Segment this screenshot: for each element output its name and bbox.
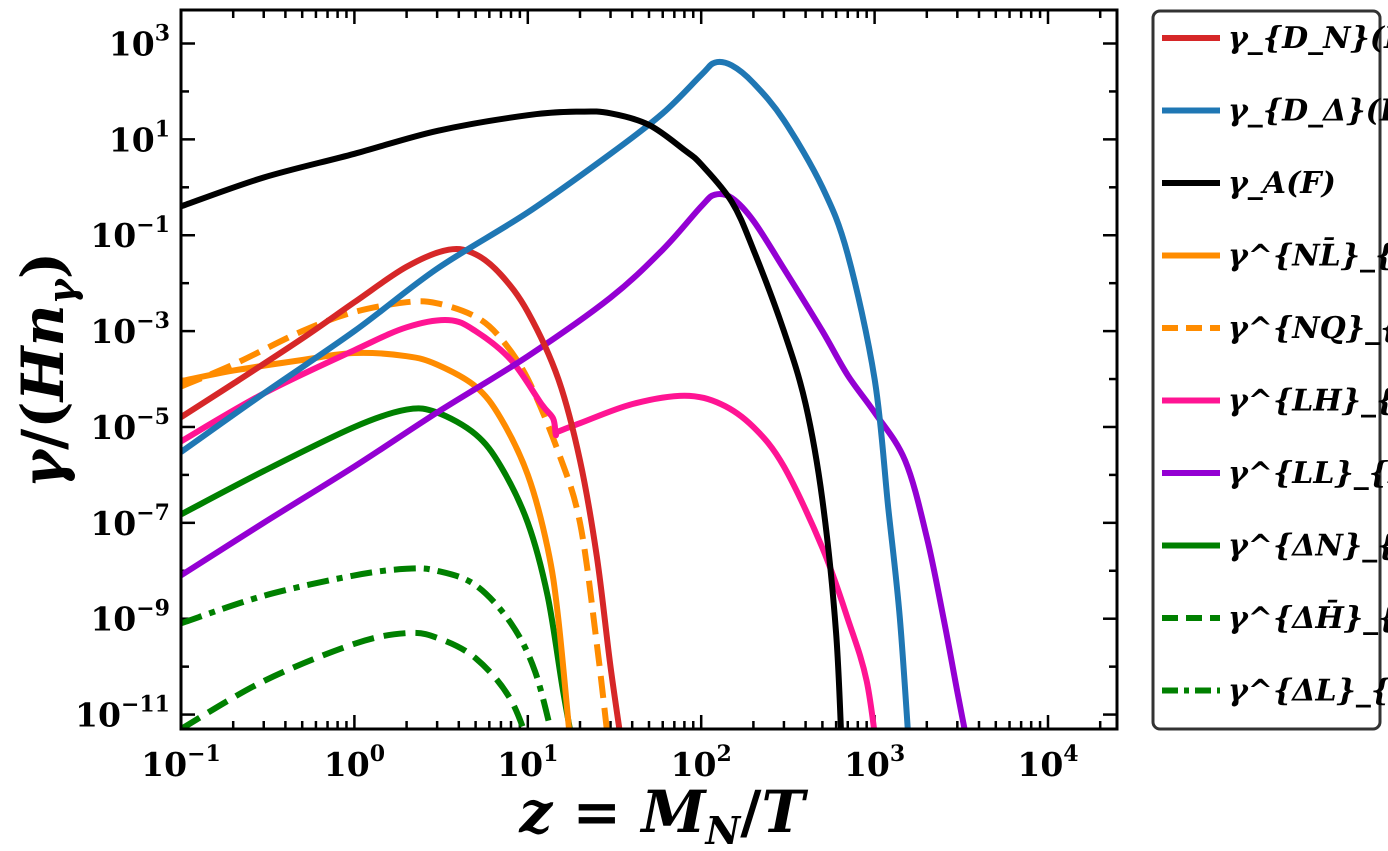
legend-label-gDeltaL: γ^{ΔL}_{HN}(F) — [1228, 674, 1388, 709]
x-tick-exponent: −1 — [187, 741, 221, 767]
y-tick-label: 10−7 — [90, 500, 170, 543]
x-tick-exponent: 4 — [1063, 741, 1078, 767]
x-tick-label: 101 — [497, 741, 558, 784]
legend-frame — [1151, 9, 1382, 731]
series-line-gDeltaN — [181, 405, 573, 729]
y-tick-base: 10 — [90, 216, 136, 255]
tick-labels: 10−1 100 101 102 103 10410−1110−910−710−510−3… — [75, 21, 1079, 784]
legend-label-gD_N: γ_{D_N}(F) — [1228, 21, 1388, 56]
legend: γ_{D_N}(F) γ_{D_Δ}(F) γ_A(F) γ^{NL̄}_{Q̄t}(… — [1151, 9, 1388, 731]
x-tick-label: 104 — [1017, 741, 1078, 784]
x-tick-label: 103 — [844, 741, 905, 784]
y-tick-label: 10−9 — [90, 596, 170, 639]
legend-label-gNLbar: γ^{NL̄}_{Q̄t}(F) — [1228, 237, 1388, 273]
x-tick-base: 10 — [497, 745, 543, 784]
y-tick-label: 10−5 — [90, 404, 170, 447]
y-tick-base: 10 — [90, 504, 136, 543]
legend-label-gA: γ_A(F) — [1228, 166, 1336, 201]
y-tick-base: 10 — [90, 408, 136, 447]
y-tick-exponent: −5 — [136, 404, 170, 430]
x-tick-base: 10 — [324, 745, 370, 784]
y-tick-base: 10 — [90, 600, 136, 639]
y-tick-exponent: 3 — [155, 21, 170, 47]
legend-label-gDeltaN: γ^{ΔN}_{L̄H}(F) — [1228, 527, 1388, 563]
x-axis-label: z = MN/T — [518, 778, 808, 851]
x-tick-base: 10 — [1017, 745, 1063, 784]
y-tick-base: 10 — [90, 312, 136, 351]
y-tick-exponent: −7 — [136, 500, 170, 526]
y-tick-label: 103 — [109, 21, 170, 64]
series-line-gA — [181, 108, 844, 729]
x-tick-label: 10−1 — [141, 741, 221, 784]
y-tick-label: 10−3 — [90, 308, 170, 351]
y-tick-exponent: 1 — [155, 116, 170, 142]
legend-label-gD_Delta: γ_{D_Δ}(F) — [1228, 94, 1388, 129]
series-line-gLH — [181, 317, 878, 729]
series-layer — [181, 58, 968, 729]
plot-frame — [179, 8, 1119, 731]
y-tick-label: 10−11 — [75, 692, 170, 735]
x-tick-base: 10 — [844, 745, 890, 784]
legend-label-gLL: γ^{LL}_{H̄H̄}(F) — [1228, 455, 1388, 491]
y-tick-base: 10 — [109, 120, 155, 159]
y-tick-exponent: −11 — [121, 692, 170, 718]
y-tick-label: 101 — [109, 116, 170, 159]
y-tick-base: 10 — [109, 25, 155, 64]
series-line-gD_Delta — [181, 58, 911, 729]
x-tick-exponent: 0 — [370, 741, 385, 767]
axis-ticks — [179, 10, 1117, 729]
x-tick-exponent: 1 — [543, 741, 558, 767]
series-line-gD_N — [181, 245, 623, 729]
series-line-gDeltaL — [181, 565, 554, 729]
y-tick-base: 10 — [75, 696, 121, 735]
series-line-gDeltaHbar — [181, 629, 527, 729]
y-tick-exponent: −9 — [136, 596, 170, 622]
y-tick-exponent: −3 — [136, 308, 170, 334]
legend-label-gLH: γ^{LH}_{L̄H̄}(F) — [1228, 382, 1388, 418]
x-tick-exponent: 3 — [890, 741, 905, 767]
y-axis-label: γ/(Hnγ) — [9, 252, 84, 488]
x-tick-label: 100 — [324, 741, 385, 784]
series-line-gNLbar — [181, 349, 573, 729]
legend-label-gNQ: γ^{NQ}_{Lt}(F) — [1228, 311, 1388, 346]
y-tick-exponent: −1 — [136, 212, 170, 238]
x-tick-exponent: 2 — [717, 741, 732, 767]
legend-label-gDeltaHbar: γ^{ΔH̄}_{L̄N}(F) — [1228, 600, 1388, 636]
x-tick-label: 102 — [671, 741, 732, 784]
x-tick-base: 10 — [141, 745, 187, 784]
x-tick-base: 10 — [671, 745, 717, 784]
series-line-gNQ — [181, 298, 610, 729]
y-tick-label: 10−1 — [90, 212, 170, 255]
